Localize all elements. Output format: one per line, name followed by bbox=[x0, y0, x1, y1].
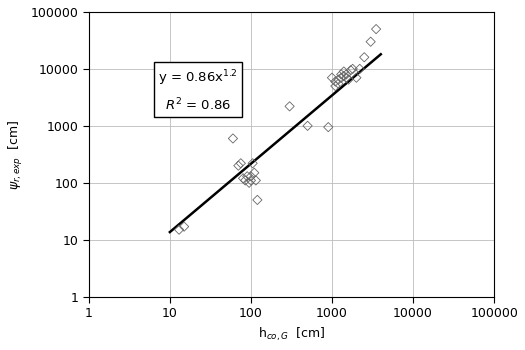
Point bbox=[243, 174, 251, 179]
Point bbox=[247, 174, 255, 179]
Point bbox=[237, 161, 245, 166]
Point bbox=[250, 170, 258, 176]
Point bbox=[334, 81, 343, 86]
Y-axis label: $\psi_{r,exp}$  [cm]: $\psi_{r,exp}$ [cm] bbox=[7, 119, 25, 190]
Point bbox=[241, 178, 249, 183]
Point bbox=[303, 123, 312, 129]
Point bbox=[355, 66, 364, 72]
Point bbox=[366, 39, 375, 44]
Point bbox=[340, 69, 348, 74]
Point bbox=[360, 55, 369, 60]
Point bbox=[247, 178, 255, 183]
Point bbox=[331, 83, 340, 89]
Point bbox=[286, 104, 294, 109]
Text: y = 0.86x$^{1.2}$
$R^2$ = 0.86: y = 0.86x$^{1.2}$ $R^2$ = 0.86 bbox=[159, 69, 238, 113]
Point bbox=[245, 180, 254, 186]
Point bbox=[328, 75, 336, 80]
Point bbox=[334, 77, 343, 82]
X-axis label: h$_{co,G}$  [cm]: h$_{co,G}$ [cm] bbox=[258, 326, 325, 343]
Point bbox=[349, 66, 357, 72]
Point bbox=[372, 26, 380, 32]
Point bbox=[340, 73, 348, 79]
Point bbox=[346, 67, 355, 73]
Point bbox=[342, 75, 351, 80]
Point bbox=[337, 72, 345, 77]
Point bbox=[342, 72, 351, 77]
Point bbox=[234, 163, 243, 168]
Point bbox=[251, 178, 260, 183]
Point bbox=[331, 79, 340, 84]
Point bbox=[352, 75, 361, 80]
Point bbox=[253, 197, 261, 203]
Point bbox=[324, 124, 332, 130]
Point bbox=[239, 175, 247, 181]
Point bbox=[337, 75, 345, 80]
Point bbox=[180, 224, 188, 229]
Point bbox=[229, 136, 237, 141]
Point bbox=[344, 77, 353, 82]
Point bbox=[248, 161, 257, 166]
Point bbox=[175, 227, 183, 232]
